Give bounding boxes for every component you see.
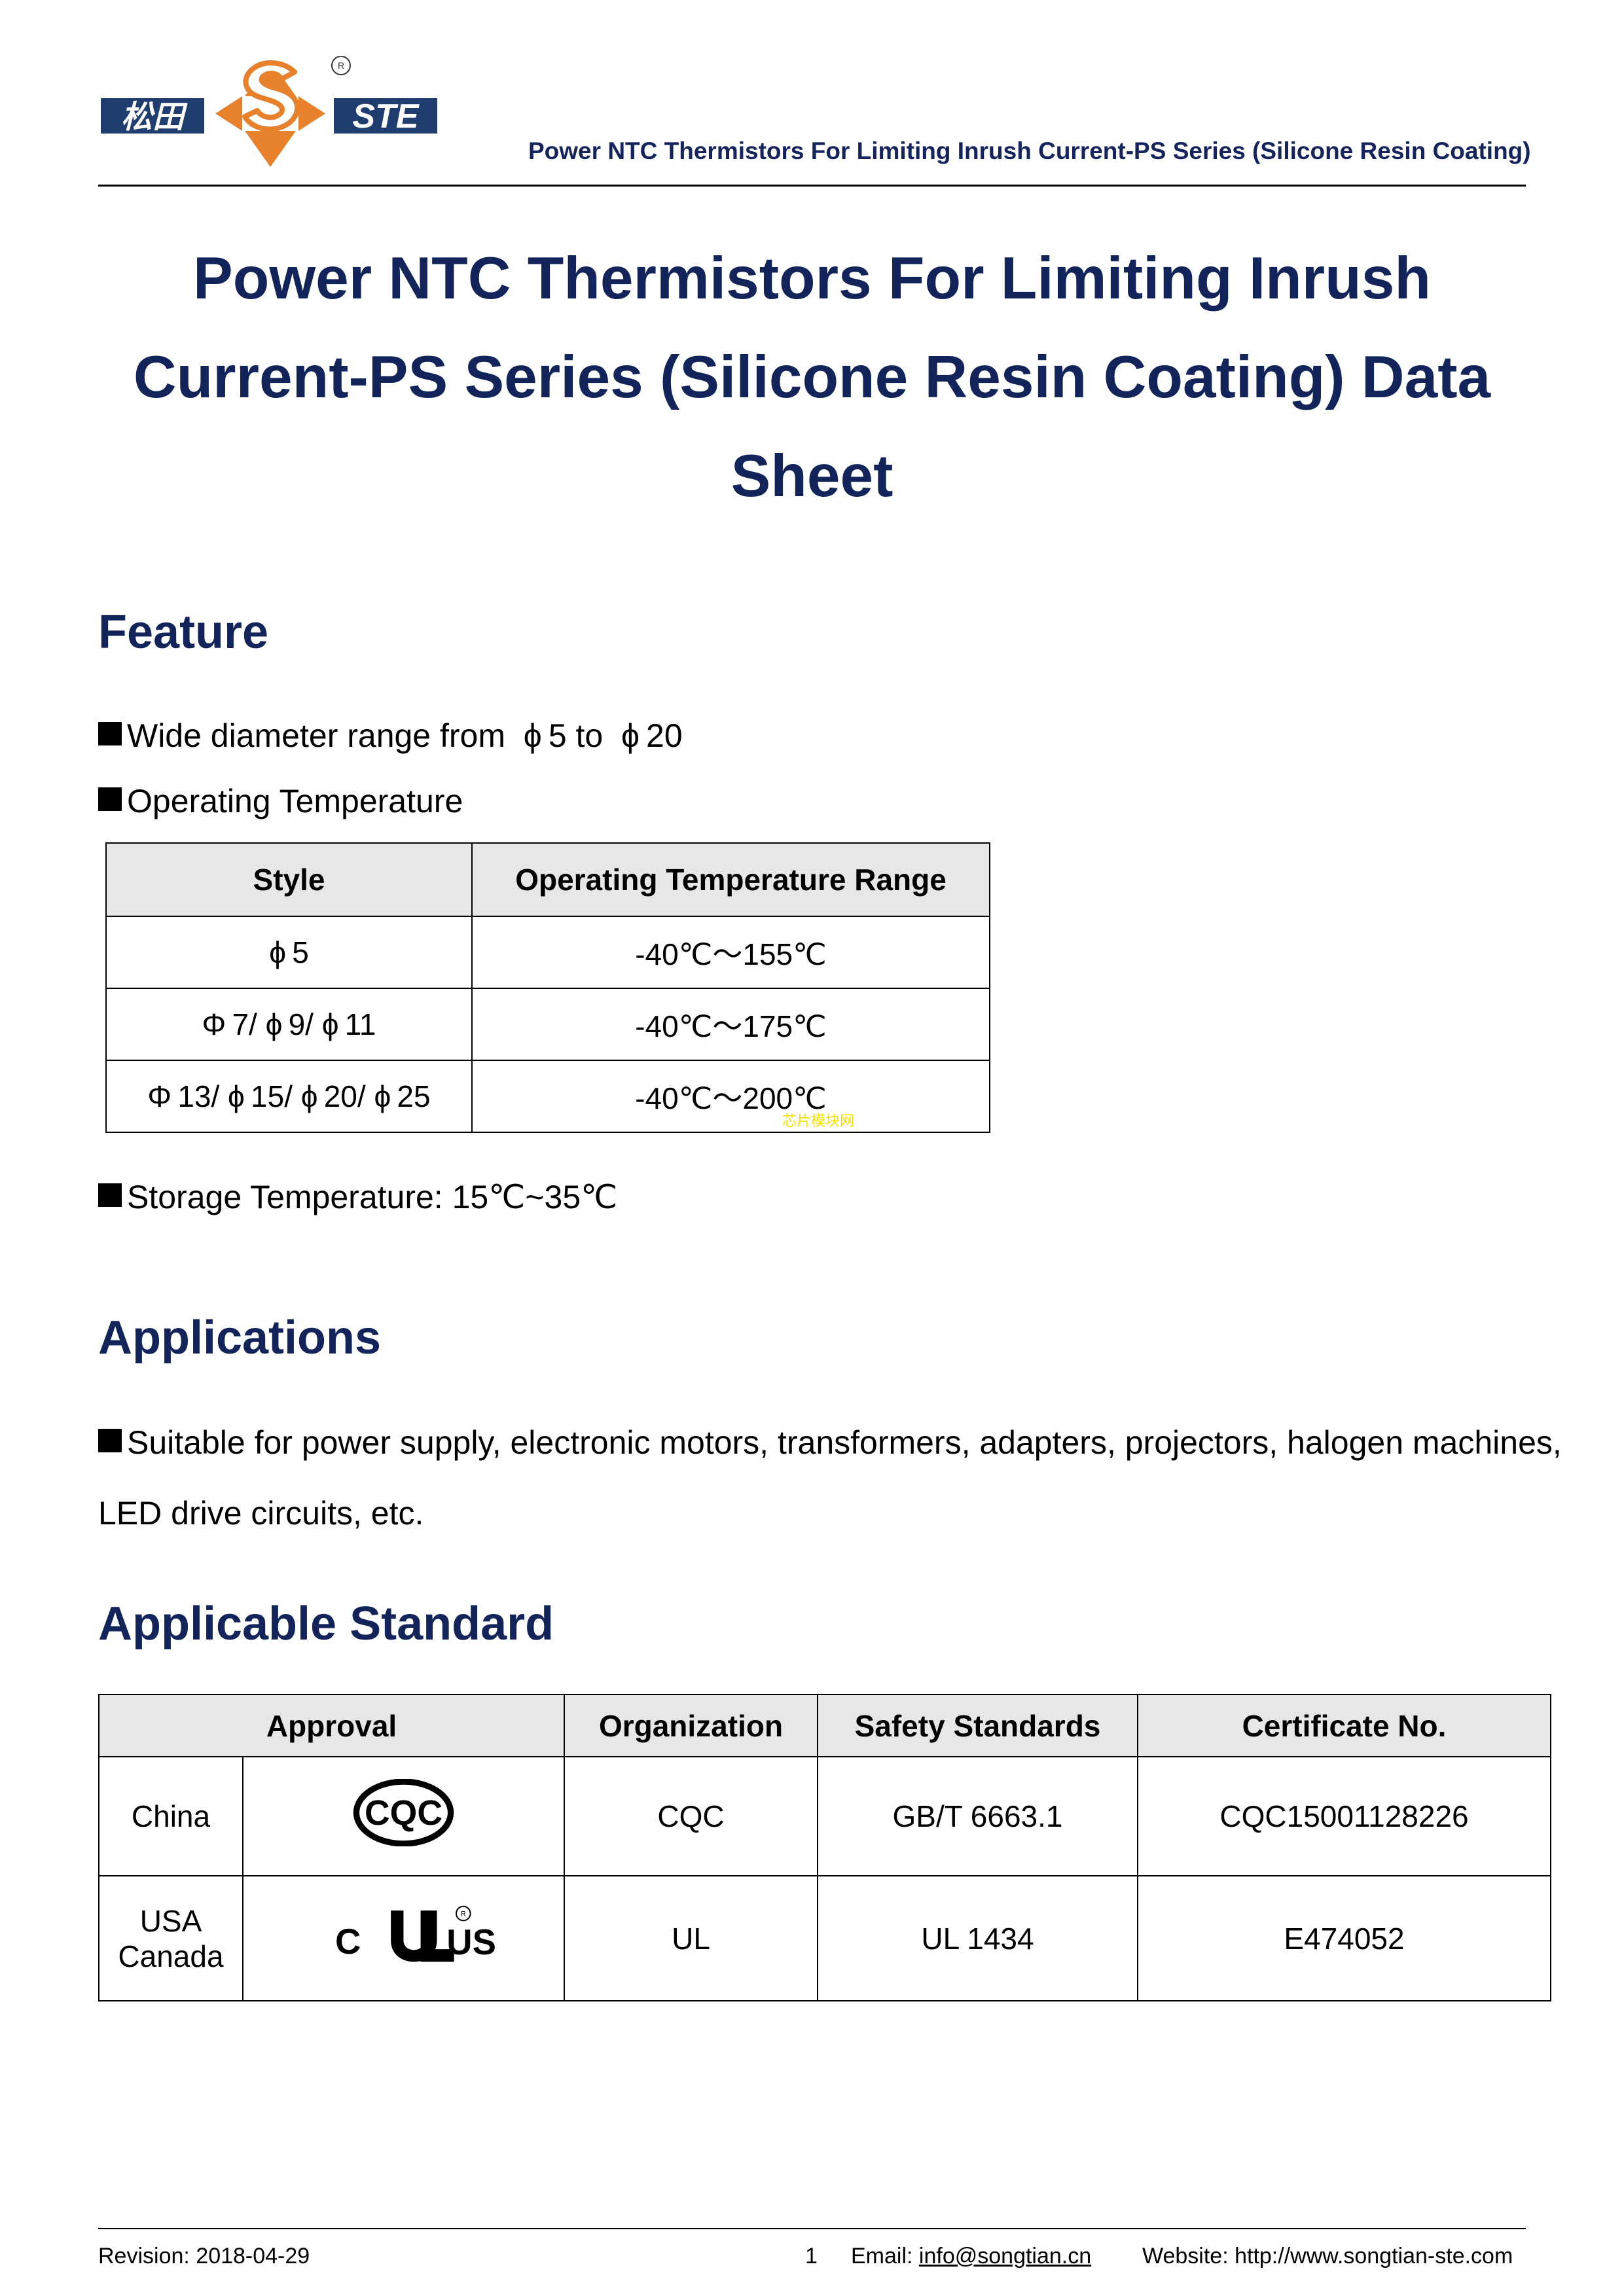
svg-text:R: R xyxy=(338,60,344,71)
svg-text:C: C xyxy=(335,1921,361,1961)
svg-text:STE: STE xyxy=(352,98,419,135)
svg-text:US: US xyxy=(446,1922,496,1962)
svg-text:CQC: CQC xyxy=(365,1794,442,1833)
svg-text:松田: 松田 xyxy=(121,100,188,135)
svg-text:R: R xyxy=(460,1910,465,1918)
